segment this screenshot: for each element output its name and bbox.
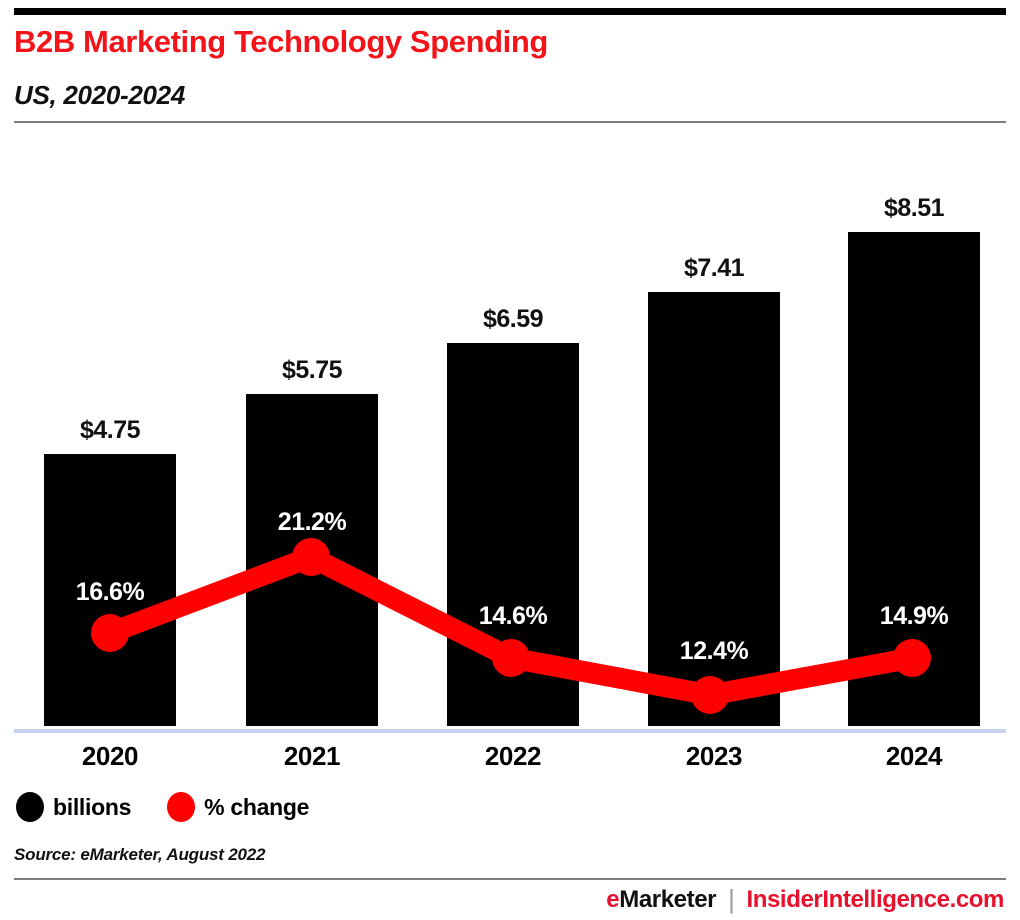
bar-2022 — [447, 343, 579, 726]
bar-2024 — [848, 232, 980, 726]
pct-label-2024: 14.9% — [879, 602, 949, 630]
legend-label-percent-change: % change — [204, 793, 310, 820]
chart-subtitle: US, 2020-2024 — [14, 80, 186, 110]
chart-legend: billions % change — [16, 792, 309, 822]
pct-label-2023: 12.4% — [679, 637, 749, 665]
brand-separator: | — [728, 884, 735, 914]
bar-value-2021: $5.75 — [281, 356, 343, 384]
brand-insider-intelligence: InsiderIntelligence.com — [746, 885, 1004, 913]
x-tick-2021: 2021 — [283, 741, 341, 771]
pct-label-2021: 21.2% — [277, 508, 347, 536]
brand-emarketer: eMarketer — [606, 886, 716, 914]
bar-value-2023: $7.41 — [683, 254, 745, 282]
legend-dot-icon-percent-change — [167, 792, 196, 822]
pct-label-2020: 16.6% — [75, 578, 145, 606]
bar-2021 — [246, 394, 378, 726]
footer-divider — [14, 878, 1006, 880]
legend-item-percent-change: % change — [167, 792, 309, 822]
x-tick-2020: 2020 — [81, 741, 139, 771]
source-note: Source: eMarketer, August 2022 — [14, 845, 266, 864]
brand-lockup: eMarketer | InsiderIntelligence.com — [606, 884, 1004, 915]
chart-title: B2B Marketing Technology Spending — [14, 24, 548, 59]
brand-emarketer-e: e — [606, 885, 620, 913]
legend-item-billions: billions — [16, 792, 131, 822]
x-tick-2024: 2024 — [885, 741, 943, 771]
x-tick-2023: 2023 — [685, 741, 743, 771]
x-axis-line — [14, 729, 1006, 733]
pct-label-2022: 14.6% — [478, 602, 548, 630]
top-border-rule — [14, 8, 1006, 15]
bar-value-2020: $4.75 — [79, 416, 141, 444]
legend-dot-icon-billions — [16, 792, 44, 822]
bar-value-2022: $6.59 — [482, 305, 544, 333]
x-tick-2022: 2022 — [484, 741, 542, 771]
bar-value-2024: $8.51 — [883, 194, 945, 222]
plot-area: $4.75 $5.75 $6.59 $7.41 $8.51 16.6% 21.2… — [14, 194, 1006, 733]
legend-label-billions: billions — [53, 793, 132, 820]
header-divider — [14, 121, 1006, 123]
brand-emarketer-marketer: Marketer — [619, 885, 717, 913]
